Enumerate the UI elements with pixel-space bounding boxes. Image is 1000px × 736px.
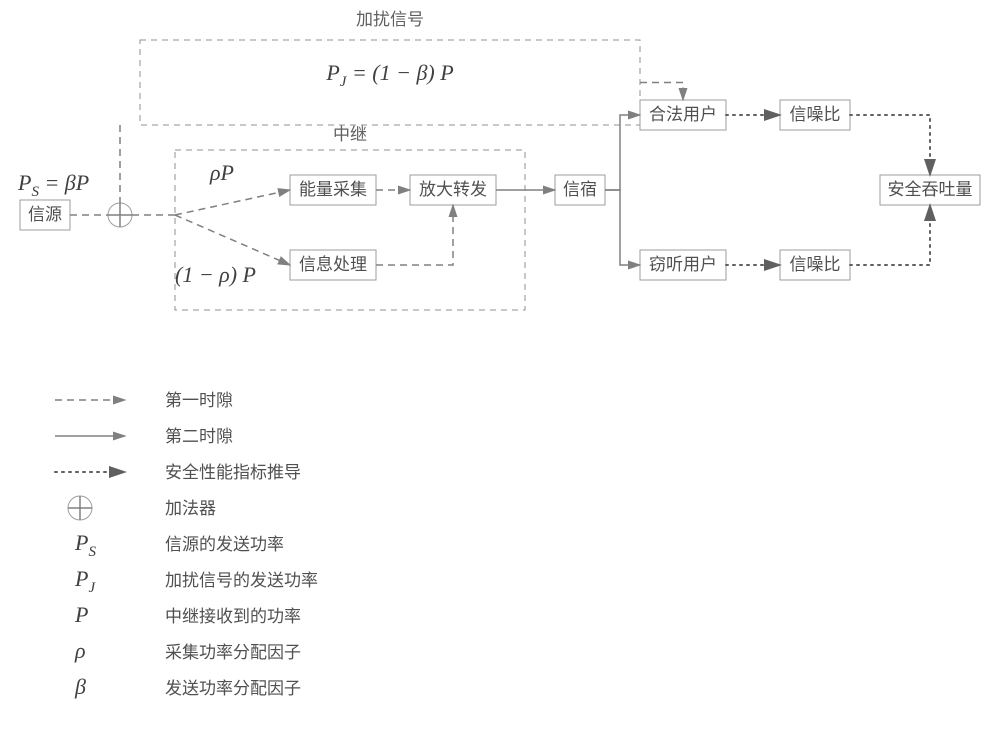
edge-snrtop-sec [850, 115, 930, 175]
node-label-eaves_user: 窃听用户 [649, 255, 717, 274]
legend-row-2: 安全性能指标推导 [55, 463, 301, 482]
node-sec_throughput: 安全吞吐量 [880, 175, 980, 205]
legend-label: 安全性能指标推导 [165, 463, 301, 482]
legend-row-5: PJ 加扰信号的发送功率 [74, 566, 318, 596]
legend-symbol: β [74, 674, 86, 699]
edge-split-energy [175, 190, 290, 215]
node-snr_bot: 信噪比 [780, 250, 850, 280]
node-label-snr_bot: 信噪比 [790, 255, 841, 274]
node-legit_user: 合法用户 [640, 100, 726, 130]
edge-snrbot-sec [850, 205, 930, 265]
edge-sink-legit [605, 115, 640, 190]
legend-row-6: P 中继接收到的功率 [74, 602, 301, 627]
node-label-sec_throughput: 安全吞吐量 [888, 180, 973, 199]
formula-pj: PJ = (1 − β) P [325, 60, 453, 90]
legend-label: 信源的发送功率 [165, 535, 284, 554]
legend-label: 加扰信号的发送功率 [165, 571, 318, 590]
node-energy: 能量采集 [290, 175, 376, 205]
node-amplify: 放大转发 [410, 175, 496, 205]
node-eaves_user: 窃听用户 [640, 250, 726, 280]
legend-symbol: PJ [74, 566, 96, 596]
node-sink: 信宿 [555, 175, 605, 205]
node-label-info: 信息处理 [299, 255, 367, 274]
legend-row-7: ρ 采集功率分配因子 [74, 638, 301, 663]
legend: 第一时隙第二时隙安全性能指标推导加法器PS信源的发送功率PJ加扰信号的发送功率P… [55, 391, 318, 699]
diagram-canvas: 加扰信号 PJ = (1 − β) P 中继 PS = βP ρP (1 − ρ… [0, 0, 1000, 736]
formula-one-minus-rho-p: (1 − ρ) P [175, 262, 256, 287]
legend-label: 发送功率分配因子 [165, 679, 301, 698]
legend-label: 中继接收到的功率 [165, 607, 301, 626]
edge-jam-legit [640, 83, 683, 101]
node-label-amplify: 放大转发 [419, 180, 487, 199]
legend-label: 采集功率分配因子 [165, 643, 301, 662]
legend-label: 第二时隙 [165, 427, 233, 446]
node-label-snr_top: 信噪比 [790, 105, 841, 124]
legend-symbol: ρ [74, 638, 86, 663]
node-label-sink: 信宿 [563, 180, 597, 199]
legend-row-8: β 发送功率分配因子 [74, 674, 301, 699]
node-snr_top: 信噪比 [780, 100, 850, 130]
edge-split-info [175, 215, 290, 265]
node-label-legit_user: 合法用户 [649, 105, 717, 124]
node-label-source: 信源 [28, 205, 62, 224]
legend-label: 第一时隙 [165, 391, 233, 410]
formula-rhop: ρP [209, 160, 234, 185]
legend-symbol: P [74, 602, 88, 627]
adder-symbol [108, 203, 132, 227]
edge-info-amplify [376, 205, 453, 265]
legend-row-1: 第二时隙 [55, 427, 233, 446]
node-label-energy: 能量采集 [299, 180, 367, 199]
node-info: 信息处理 [290, 250, 376, 280]
formula-ps: PS = βP [17, 170, 89, 200]
legend-label: 加法器 [165, 499, 216, 518]
legend-row-4: PS 信源的发送功率 [74, 530, 284, 560]
legend-row-0: 第一时隙 [55, 391, 233, 410]
node-source: 信源 [20, 200, 70, 230]
legend-symbol: PS [74, 530, 96, 560]
legend-row-3: 加法器 [68, 496, 216, 520]
edge-sink-eaves [605, 190, 640, 265]
jamming-signal-title: 加扰信号 [356, 10, 424, 29]
relay-title: 中继 [333, 125, 367, 144]
